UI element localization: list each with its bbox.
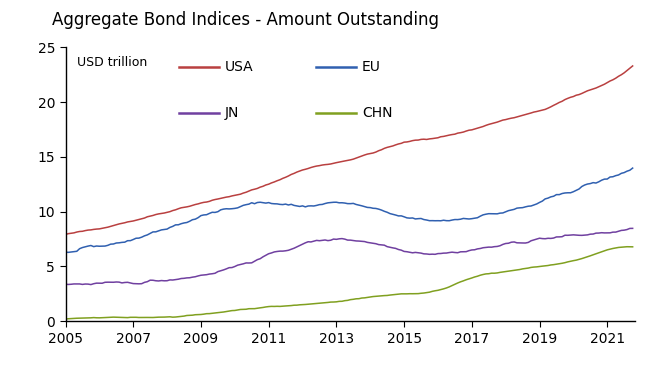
Text: USD trillion: USD trillion [77,56,147,69]
Text: USA: USA [225,59,253,74]
Text: EU: EU [362,59,381,74]
Text: JN: JN [225,106,240,120]
Text: Aggregate Bond Indices - Amount Outstanding: Aggregate Bond Indices - Amount Outstand… [52,11,440,29]
Text: CHN: CHN [362,106,392,120]
